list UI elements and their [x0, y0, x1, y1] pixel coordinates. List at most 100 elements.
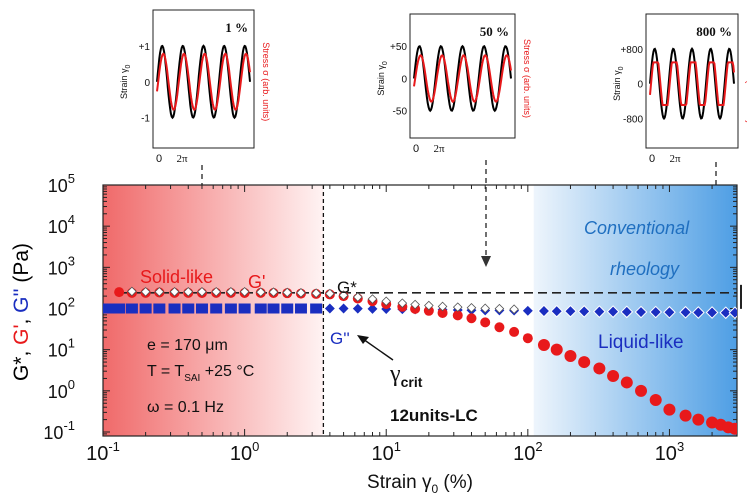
- gstar-point: [268, 287, 279, 297]
- x-tick-label: 101: [371, 439, 400, 465]
- y-tick-label: 103: [48, 253, 75, 278]
- gstar-point: [296, 288, 306, 298]
- gprime-point: [593, 362, 606, 375]
- inset-frame: [645, 13, 739, 149]
- gstar-point: [367, 294, 378, 304]
- gprime-point: [437, 307, 448, 318]
- inset-stress-curve: [156, 52, 251, 112]
- gdoubleprime-point: [267, 303, 280, 314]
- gdoubleprime-point: [606, 305, 620, 318]
- gdoubleprime-point: [537, 304, 551, 318]
- gdoubleprime-point: [310, 303, 323, 314]
- y-axis-title: G*, G', G'' (Pa): [10, 243, 33, 381]
- gdoubleprime-point: [550, 304, 564, 318]
- inset-strain-axis-label: Strain γ0: [119, 64, 132, 99]
- gdoubleprime-point: [281, 303, 294, 314]
- gstar-point: [480, 303, 491, 314]
- inset-y-tick-label: +800: [620, 45, 643, 56]
- inset-y-tick-label: -800: [623, 115, 643, 126]
- inset-x-tick-label: 2π: [433, 143, 445, 155]
- gstar-point: [311, 288, 321, 299]
- gdoubleprime-point: [254, 303, 267, 314]
- gdoubleprime-point: [182, 303, 195, 314]
- y-tick-label: 104: [48, 212, 75, 237]
- inset-stress-curve: [649, 61, 735, 106]
- y-tick-label: 101: [48, 336, 75, 361]
- gprime-label: G': [248, 272, 265, 292]
- inset-strain-axis-label: Strain γ0: [376, 61, 389, 96]
- gdoubleprime-point: [195, 303, 208, 314]
- inset-x-tick-label: 0: [413, 143, 419, 155]
- rheology-label: rheology: [610, 259, 680, 279]
- x-tick-label: 10-1: [86, 439, 120, 465]
- gdoubleprime-point: [210, 303, 223, 314]
- gprime-point: [578, 356, 591, 369]
- x-tick-label: 100: [230, 439, 259, 465]
- gprime-point: [494, 322, 505, 333]
- inset-x-tick-label: 0: [649, 153, 655, 165]
- gdoubleprime-point: [521, 304, 535, 318]
- gprime-point: [466, 313, 477, 324]
- gstar-point: [494, 303, 505, 314]
- gamma-crit-arrow: [362, 338, 394, 361]
- inset-strain-curve: [649, 47, 735, 121]
- gstar-point: [509, 304, 519, 315]
- conventional-label: Conventional: [584, 218, 690, 238]
- y-tick-label: 105: [48, 171, 75, 196]
- gstar-point: [325, 288, 335, 299]
- inset-x-tick-label: 0: [156, 153, 162, 165]
- gprime-point: [522, 333, 533, 344]
- gprime-point: [550, 343, 563, 356]
- inset-strain-curve: [413, 44, 512, 113]
- gdoubleprime-point: [663, 305, 676, 319]
- gdoubleprime-point: [323, 302, 337, 315]
- param-frequency: ω = 0.1 Hz: [147, 399, 224, 416]
- gdoubleprime-point: [679, 305, 692, 319]
- gprime-point: [607, 369, 620, 382]
- inset-stress-axis-label: Stress σ (arb. units): [745, 44, 747, 123]
- gstar-point: [140, 286, 151, 297]
- inset-amplitude-label: 800 %: [696, 24, 732, 39]
- gstar-point: [338, 290, 349, 301]
- inset-panel: 50 % +50 0 -50 Strain γ0 Stress σ (arb. units…: [376, 13, 532, 155]
- gdoubleprime-point: [139, 303, 152, 314]
- gstar-point: [255, 287, 266, 297]
- inset-stress-axis-label: Stress σ (arb. units): [522, 39, 532, 118]
- gstar-point: [437, 301, 448, 312]
- gprime-point: [537, 338, 550, 351]
- gdoubleprime-label: G'': [330, 329, 350, 348]
- gdoubleprime-point: [719, 306, 733, 320]
- param-thickness: e = 170 μm: [147, 337, 228, 354]
- gprime-point: [114, 287, 125, 298]
- gstar-point: [239, 286, 250, 297]
- gstar-point: [226, 286, 236, 297]
- gprime-point: [564, 350, 577, 363]
- gdoubleprime-point: [592, 305, 606, 318]
- y-tick-label: 102: [48, 295, 75, 320]
- gstar-point: [424, 300, 434, 311]
- inset-y-tick-label: +50: [390, 42, 407, 53]
- gdoubleprime-point: [691, 306, 705, 319]
- gstar-point: [197, 286, 207, 297]
- gstar-point: [410, 299, 420, 310]
- inset-strain-axis-label: Strain γ0: [612, 66, 625, 101]
- gdoubleprime-point: [705, 306, 719, 319]
- main-plot: 10-1 100 101 102 103 10-1 100 101 102 103 104 105 St…: [10, 171, 742, 496]
- gprime-point: [663, 403, 676, 416]
- inset-x-tick-label: 2π: [669, 153, 681, 165]
- gstar-point: [169, 286, 180, 297]
- inset-y-tick-label: 0: [401, 74, 407, 85]
- inset-amplitude-label: 50 %: [480, 24, 509, 39]
- axis-ticks: [102, 184, 738, 437]
- gprime-point: [423, 305, 434, 316]
- inset-frame: [409, 13, 516, 139]
- gdoubleprime-point: [577, 305, 591, 318]
- gdoubleprime-point: [153, 303, 166, 314]
- x-tick-label: 103: [655, 439, 684, 465]
- gprime-point: [679, 409, 692, 422]
- liquid-like-label: Liquid-like: [598, 332, 684, 353]
- x-axis-title: Strain γ0 (%): [367, 472, 473, 496]
- inset-panel: 800 % +800 0 -800 Strain γ0 Stress σ (arb. un…: [612, 13, 747, 165]
- gstar-point: [183, 286, 194, 297]
